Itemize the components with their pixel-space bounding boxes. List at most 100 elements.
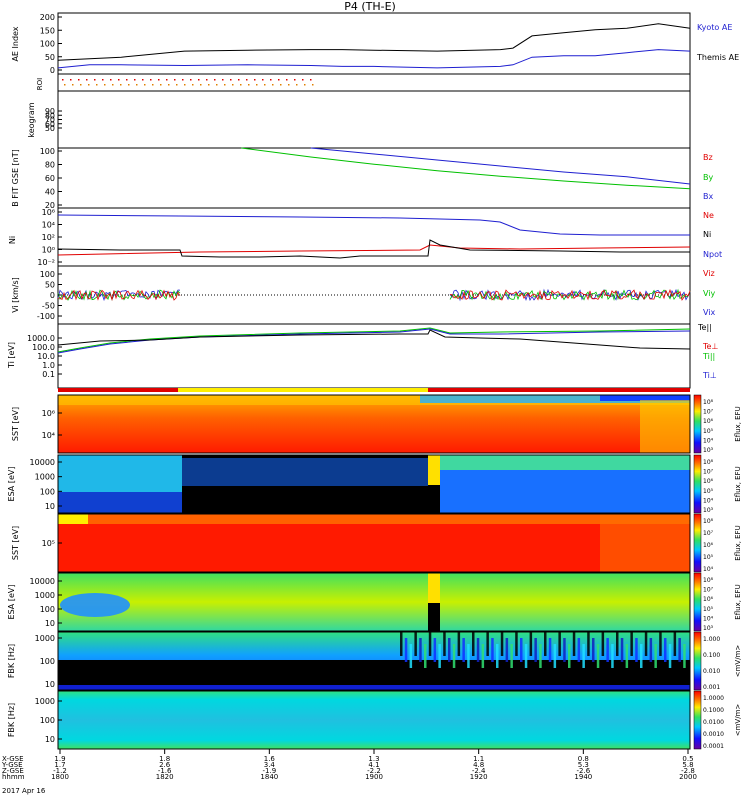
velocity-noise-late-2 xyxy=(449,288,691,301)
fbk-e-stripe-47 xyxy=(625,644,629,668)
fbk-e-stripe-56 xyxy=(668,644,672,668)
roi-dot-b-11 xyxy=(152,84,154,86)
esa_e-colorbar-tick-4: 10⁴ xyxy=(703,497,714,504)
x-tick-3-row-2: -2.2 xyxy=(367,767,381,775)
fbk-e-stripe-7 xyxy=(433,638,437,662)
sst_i-colorbar-label: Eflux, EFU xyxy=(734,525,742,560)
fbk-b-ylabel: FBK [Hz] xyxy=(7,703,16,737)
bgse-ytick-label-0: 100 xyxy=(40,147,55,156)
keogram-ytick-label-3: 60 xyxy=(45,120,55,129)
esa_e-colorbar-tick-5: 10³ xyxy=(703,507,714,514)
esa_i-colorbar xyxy=(693,572,702,632)
fbk-e-stripe-39 xyxy=(587,632,590,656)
legend-ne: Ne xyxy=(703,211,714,220)
fbk-e-stripe-33 xyxy=(558,632,561,656)
fbk-e-stripe-11 xyxy=(452,644,456,668)
esa-e-ytick-label-2: 100 xyxy=(40,487,55,496)
velocity-ytick-label-0: 100 xyxy=(40,270,55,279)
roi-ylabel: ROI xyxy=(36,78,44,90)
esa-i-ytick-label-1: 1000 xyxy=(35,591,55,600)
roi-dot-a-28 xyxy=(286,79,288,81)
velocity-ytick-label-4: -100 xyxy=(37,312,55,321)
x-tick-0-row-2: -1.2 xyxy=(53,767,67,775)
temp-te-par-line xyxy=(57,329,691,350)
temperature-ytick-label-2: 10.0 xyxy=(37,352,55,361)
x-tick-5-row-1: 5.3 xyxy=(578,761,589,769)
panel-ae: AE Index 200 150 100 50 0 Kyoto AE Themis AE xyxy=(11,12,739,75)
roi-dot-b-1 xyxy=(72,84,74,86)
esa-e-right-top xyxy=(440,455,690,470)
velocity-ylabel: Vi [km/s] xyxy=(11,277,20,313)
ae-ytick-label-1: 150 xyxy=(40,26,55,35)
esa_i-colorbar-tick-4: 10⁴ xyxy=(703,615,714,622)
legend-ti-perp: Ti⊥ xyxy=(702,371,717,380)
esa-e-ytick-label-3: 10 xyxy=(45,502,55,511)
sst_e-colorbar-tick-2: 10⁶ xyxy=(703,418,714,425)
esa-e-gap-noise xyxy=(182,458,428,486)
panel-velocity: Vi [km/s] 100 500 -50-100 Viz Viy Vix xyxy=(11,265,716,325)
x-tick-2-row-0: 1.6 xyxy=(264,755,276,763)
roi-dot-a-22 xyxy=(238,79,240,81)
legend-ti-par: Ti|| xyxy=(702,352,715,361)
fbk-e-stripe-41 xyxy=(596,644,600,668)
legend-kyoto-ae: Kyoto AE xyxy=(697,23,732,32)
fbk-e-stripe-4 xyxy=(419,638,422,662)
panel-roi-frame xyxy=(57,73,691,92)
fbk-e-stripe-29 xyxy=(539,644,542,668)
temperature-ytick-label-4: 0.1 xyxy=(42,370,55,379)
fbk-e-stripe-12 xyxy=(457,632,461,656)
keogram-ytick-label-4: 50 xyxy=(45,124,55,133)
x-tick-4-row-0: 1.1 xyxy=(473,755,484,763)
fbk-e-stripe-58 xyxy=(678,638,681,662)
fbk-e-stripe-36 xyxy=(572,632,576,656)
fbk_e-colorbar-tick-2: 0.010 xyxy=(703,668,720,675)
fbk-e-ylabel: FBK [Hz] xyxy=(7,644,16,678)
fbk-b-spectrogram xyxy=(58,691,690,749)
x-tick-4-row-3: 1920 xyxy=(470,773,488,781)
fbk-e-bottom-band xyxy=(58,685,690,690)
roi-dot-b-22 xyxy=(240,84,242,86)
panel-temperature: Ti [eV] 1000.0100.010.01.00.1 Te|| Te⊥ T… xyxy=(7,323,718,389)
panel-ae-frame xyxy=(57,12,691,75)
density-ne-line xyxy=(57,244,691,256)
panel-fbk-b: FBK [Hz] 1000 100 10 xyxy=(7,690,691,750)
legend-te-par: Te|| xyxy=(697,323,712,332)
velocity-noise-early-1 xyxy=(57,289,181,301)
sst-i-ytick-label-0: 10⁵ xyxy=(42,539,55,548)
ae-ytick-label-4: 0 xyxy=(50,66,55,75)
panel-density-frame xyxy=(57,207,691,267)
sst-e-ytick-label-0: 10⁶ xyxy=(42,409,55,418)
fbk-e-stripe-46 xyxy=(620,638,624,662)
roi-dot-b-16 xyxy=(192,84,194,86)
roi-dot-b-9 xyxy=(136,84,138,86)
sst-e-right-fade xyxy=(640,400,690,453)
ae-ytick-label-0: 200 xyxy=(40,13,55,22)
sst-e-top-band xyxy=(58,395,690,405)
x-tick-4-row-2: -2.4 xyxy=(472,767,486,775)
sst_e-colorbar-tick-0: 10⁸ xyxy=(703,399,714,406)
esa_i-colorbar-label: Eflux, EFU xyxy=(734,584,742,619)
roi-dot-a-9 xyxy=(134,79,136,81)
esa-e-ylabel: ESA [eV] xyxy=(7,467,16,502)
x-row-label-2: Z-GSE xyxy=(2,767,24,775)
roi-dot-b-23 xyxy=(248,84,250,86)
density-ytick-label-3: 10⁰ xyxy=(42,246,55,255)
roi-dot-b-26 xyxy=(272,84,274,86)
roi-dot-b-5 xyxy=(104,84,106,86)
sst-e-ylabel: SST [eV] xyxy=(11,407,20,441)
roi-dot-b-27 xyxy=(280,84,282,86)
fbk-e-stripe-57 xyxy=(673,632,677,656)
roi-dot-b-19 xyxy=(216,84,218,86)
bgse-ylabel: B FIT GSE [nT] xyxy=(11,149,20,207)
keogram-ytick-label-1: 80 xyxy=(45,111,55,120)
sst_i-colorbar-tick-4: 10⁴ xyxy=(703,566,714,573)
x-tick-2-row-3: 1840 xyxy=(260,773,278,781)
esa_e-colorbar xyxy=(693,454,702,514)
roi-dot-b-24 xyxy=(256,84,258,86)
esa-e-ytick-label-1: 1000 xyxy=(35,473,55,482)
fbk-e-stripe-1 xyxy=(404,638,408,662)
sst_i-colorbar-tick-2: 10⁶ xyxy=(703,542,714,549)
fbk-e-stripe-30 xyxy=(544,632,547,656)
